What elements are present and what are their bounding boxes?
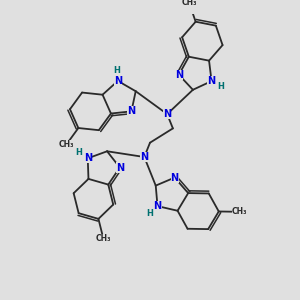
Text: CH₃: CH₃ — [181, 0, 197, 7]
Text: N: N — [128, 106, 136, 116]
Text: N: N — [140, 152, 148, 162]
Text: H: H — [218, 82, 224, 91]
Text: N: N — [163, 109, 171, 119]
Text: H: H — [146, 209, 153, 218]
Text: N: N — [208, 76, 216, 86]
Text: CH₃: CH₃ — [96, 234, 111, 243]
Text: CH₃: CH₃ — [58, 140, 74, 149]
Text: CH₃: CH₃ — [232, 207, 247, 216]
Text: N: N — [171, 172, 179, 183]
Text: H: H — [75, 148, 82, 157]
Text: N: N — [114, 76, 122, 86]
Text: N: N — [154, 201, 162, 211]
Text: H: H — [113, 66, 120, 75]
Text: N: N — [116, 163, 124, 172]
Text: N: N — [175, 70, 183, 80]
Text: N: N — [84, 153, 92, 163]
